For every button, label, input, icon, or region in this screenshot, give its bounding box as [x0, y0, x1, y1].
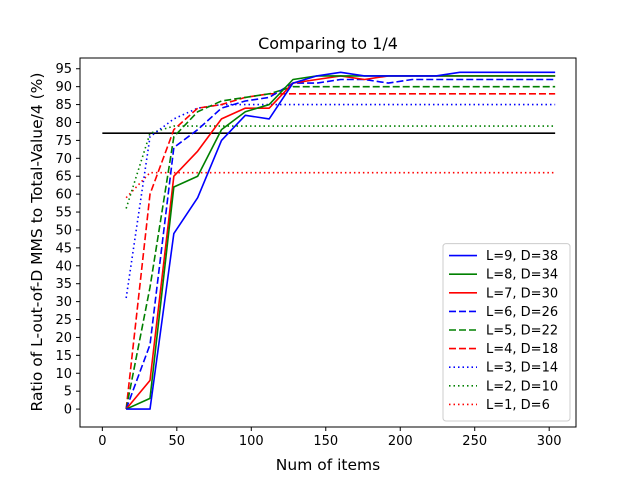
y-tick-label: 0	[64, 403, 72, 418]
series-line	[125, 93, 556, 410]
series-line	[125, 171, 556, 199]
y-tick-label: 50	[55, 223, 72, 238]
x-tick-label: 100	[239, 434, 264, 449]
y-tick-label: 80	[55, 116, 72, 131]
y-tick-label: 70	[55, 152, 72, 167]
legend-label: L=9, D=38	[486, 249, 558, 264]
chart-title: Comparing to 1/4	[258, 34, 398, 53]
x-tick-label: 150	[313, 434, 338, 449]
y-tick-label: 10	[55, 367, 72, 382]
legend-label: L=8, D=34	[486, 268, 558, 283]
x-tick-label: 50	[169, 434, 186, 449]
y-tick-label: 95	[55, 62, 72, 77]
legend-label: L=1, D=6	[486, 398, 550, 413]
series-line	[125, 75, 556, 410]
series-line	[125, 78, 556, 410]
legend-label: L=6, D=26	[486, 305, 558, 320]
legend: L=9, D=38 L=8, D=34 L=7, D=30 L=6, D=26 L=5,…	[442, 243, 571, 422]
y-tick-label: 65	[55, 170, 72, 185]
series-line	[125, 103, 556, 299]
x-tick-label: 300	[537, 434, 562, 449]
legend-label: L=4, D=18	[486, 342, 558, 357]
axis-ticks: 0 50 100 150 200 250 300 0 5 10 15 20 25 30 35 40 45 50 55…	[55, 62, 561, 449]
series-line	[125, 85, 556, 410]
x-tick-label: 200	[388, 434, 413, 449]
y-tick-label: 85	[55, 98, 72, 113]
y-tick-label: 30	[55, 295, 72, 310]
y-tick-label: 75	[55, 134, 72, 149]
y-tick-label: 35	[55, 277, 72, 292]
legend-label: L=5, D=22	[486, 324, 558, 339]
plot-area	[102, 71, 556, 410]
y-axis-label: Ratio of L-out-of-D MMS to Total-Value/4…	[28, 73, 46, 412]
y-tick-label: 20	[55, 331, 72, 346]
legend-box	[442, 243, 571, 422]
series-line	[126, 71, 556, 410]
legend-label: L=2, D=10	[486, 379, 558, 394]
x-tick-label: 0	[98, 434, 106, 449]
x-tick-label: 250	[462, 434, 487, 449]
y-tick-label: 90	[55, 80, 72, 95]
plot-frame	[79, 57, 577, 428]
y-tick-label: 5	[64, 385, 72, 400]
series-line	[125, 125, 556, 209]
legend-label: L=3, D=14	[486, 361, 558, 376]
y-tick-label: 45	[55, 241, 72, 256]
legend-label: L=7, D=30	[486, 286, 558, 301]
y-tick-label: 25	[55, 313, 72, 328]
y-tick-label: 60	[55, 188, 72, 203]
y-tick-label: 15	[55, 349, 72, 364]
x-axis-label: Num of items	[276, 456, 380, 474]
y-tick-label: 40	[55, 259, 72, 274]
y-tick-label: 55	[55, 206, 72, 221]
